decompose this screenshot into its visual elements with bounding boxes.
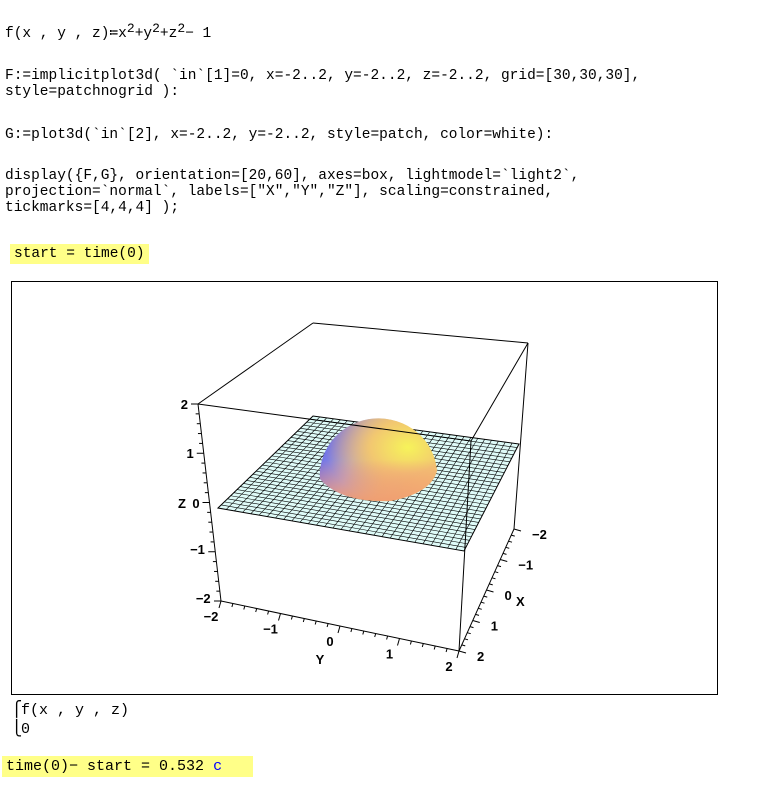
x-tick bbox=[461, 644, 466, 647]
x-axis-label: X bbox=[516, 594, 525, 609]
y-tick bbox=[302, 618, 305, 623]
plot-3d-region[interactable]: 2 1 0 −1 −2 −2 −1 0 1 2 −2 −1 0 1 2 Z Y X bbox=[11, 281, 718, 695]
x-tick bbox=[494, 571, 499, 574]
x-tick bbox=[486, 589, 494, 593]
x-tick bbox=[511, 534, 515, 537]
y-tick-label: −2 bbox=[204, 609, 219, 624]
x-tick bbox=[469, 626, 474, 629]
input-display[interactable]: display({F,G}, orientation=[20,60], axes… bbox=[5, 168, 580, 216]
x-tick bbox=[464, 638, 469, 641]
y-tick bbox=[421, 643, 424, 648]
grid-line bbox=[447, 441, 506, 549]
y-tick bbox=[456, 650, 460, 659]
grid-line bbox=[455, 442, 513, 550]
x-tick bbox=[505, 546, 510, 549]
y-tick bbox=[397, 638, 400, 646]
x-tick bbox=[508, 540, 513, 543]
y-tick bbox=[445, 648, 448, 653]
y-tick bbox=[362, 630, 365, 635]
grid-line bbox=[430, 440, 492, 546]
y-tick bbox=[386, 635, 389, 640]
box-edge bbox=[470, 342, 529, 442]
x-tick bbox=[472, 620, 480, 623]
x-tick-label: −2 bbox=[532, 527, 547, 542]
function-definition[interactable]: f(x , y , z)≔x2+y2+z2− 1 bbox=[5, 21, 212, 42]
y-tick bbox=[267, 610, 270, 615]
y-tick bbox=[350, 628, 353, 633]
unit-label: c bbox=[213, 758, 223, 775]
x-tick bbox=[483, 595, 488, 598]
z-tick-label: −1 bbox=[190, 542, 205, 557]
x-tick-label: 1 bbox=[491, 619, 498, 634]
z-tick-label: 0 bbox=[192, 496, 199, 511]
y-tick-label: 1 bbox=[386, 647, 393, 662]
y-tick bbox=[218, 600, 222, 609]
y-tick bbox=[409, 640, 412, 645]
z-tick-label: 1 bbox=[186, 446, 193, 461]
x-tick bbox=[467, 632, 471, 635]
y-tick-label: 0 bbox=[326, 634, 333, 649]
y-tick bbox=[231, 603, 234, 608]
y-tick bbox=[314, 620, 317, 625]
input-plot3d[interactable]: G:=plot3d(`in`[2], x=-2..2, y=-2..2, sty… bbox=[5, 127, 554, 143]
x-tick-label: 0 bbox=[505, 588, 512, 603]
y-tick bbox=[278, 613, 281, 621]
box-edge bbox=[197, 322, 314, 405]
x-tick bbox=[478, 607, 482, 610]
y-tick-label: 2 bbox=[445, 659, 452, 674]
y-tick bbox=[243, 605, 246, 610]
sphere-surface bbox=[319, 418, 437, 502]
x-tick-label: 2 bbox=[477, 649, 484, 664]
y-tick bbox=[374, 633, 377, 638]
y-tick bbox=[255, 608, 258, 613]
x-tick bbox=[500, 559, 508, 562]
timing-result: time(0)− start = 0.532 c bbox=[2, 756, 254, 777]
y-axis-label: Y bbox=[316, 652, 325, 667]
grid-line bbox=[422, 439, 485, 544]
y-tick bbox=[290, 615, 293, 620]
x-tick bbox=[513, 528, 522, 532]
y-tick bbox=[433, 645, 436, 650]
box-edge bbox=[458, 440, 472, 652]
input-implicitplot[interactable]: F:=implicitplot3d( `in`[1]=0, x=-2..2, y… bbox=[5, 68, 641, 100]
z-axis-label: Z bbox=[178, 496, 186, 511]
x-tick bbox=[502, 552, 507, 555]
y-tick-label: −1 bbox=[263, 622, 278, 637]
output-result: ⎧f(x , y , z) ⎩0 bbox=[12, 702, 130, 738]
box-edge bbox=[513, 342, 529, 530]
x-tick bbox=[475, 613, 480, 616]
x-tick bbox=[491, 577, 496, 580]
start-command[interactable]: start = time(0) bbox=[10, 244, 149, 264]
box-edge bbox=[312, 322, 529, 344]
grid-line bbox=[439, 441, 499, 547]
y-tick bbox=[337, 625, 341, 634]
x-tick-label: −1 bbox=[518, 558, 533, 573]
x-tick bbox=[458, 650, 467, 654]
x-tick bbox=[497, 565, 502, 568]
x-tick bbox=[480, 601, 485, 604]
y-tick bbox=[326, 623, 329, 628]
z-tick-label: 2 bbox=[181, 397, 188, 412]
box-edge bbox=[197, 403, 472, 442]
z-tick-label: −2 bbox=[196, 591, 211, 606]
x-tick bbox=[489, 583, 493, 586]
